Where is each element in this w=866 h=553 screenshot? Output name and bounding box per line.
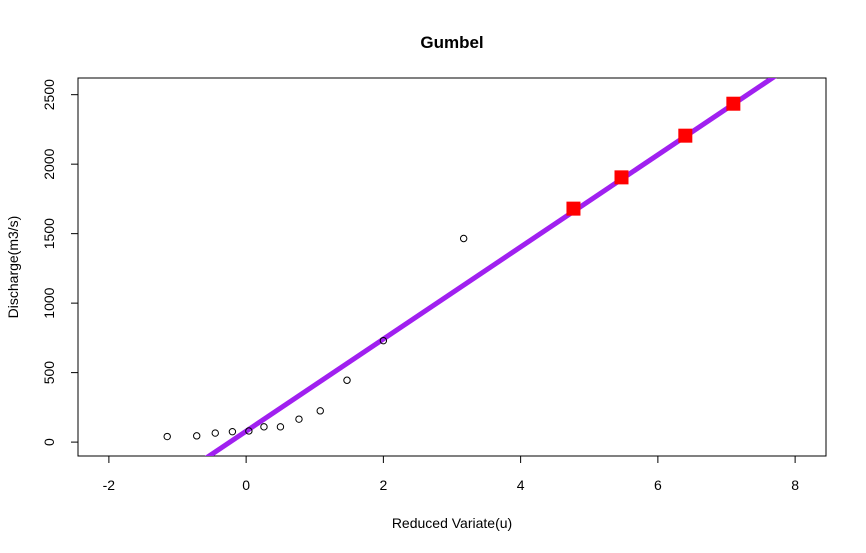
x-axis-label: Reduced Variate(u) [392, 515, 512, 531]
observed-point [163, 432, 171, 441]
observed-point [193, 432, 201, 440]
predicted-point [614, 170, 629, 185]
x-tick-label: 2 [379, 477, 387, 493]
observed-point [459, 234, 468, 243]
predicted-point [678, 128, 693, 143]
observed-point [316, 407, 324, 415]
y-tick-label: 0 [41, 438, 57, 446]
x-tick-label: -2 [103, 477, 116, 493]
y-tick-label: 2000 [41, 148, 57, 179]
fit-line-layer [204, 78, 777, 456]
observed-point [260, 423, 268, 431]
observed-point [211, 429, 219, 437]
predicted-point [566, 201, 581, 216]
y-tick-label: 500 [41, 361, 57, 385]
y-tick-label: 1000 [41, 287, 57, 318]
y-tick-label: 1500 [41, 218, 57, 249]
y-axis: 0 500 1000 1500 2000 2500 [41, 79, 79, 446]
observed-point [379, 336, 388, 345]
observed-point [245, 427, 253, 435]
gumbel-fit-line [204, 78, 777, 456]
observed-points-layer [163, 234, 468, 441]
observed-point [276, 423, 285, 431]
observed-point [343, 376, 351, 384]
predicted-points-layer [566, 96, 741, 216]
plot-frame [77, 77, 827, 457]
y-tick-label: 2500 [41, 79, 57, 110]
observed-point [295, 415, 303, 423]
x-axis: -2 0 2 4 6 8 [103, 455, 799, 493]
x-tick-label: 8 [791, 477, 799, 493]
chart-title: Gumbel [420, 33, 483, 52]
observed-point [228, 427, 237, 436]
x-tick-label: 6 [654, 477, 662, 493]
x-tick-label: 4 [517, 477, 525, 493]
y-axis-label: Discharge(m3/s) [5, 216, 21, 319]
predicted-point [726, 96, 741, 111]
x-tick-label: 0 [242, 477, 250, 493]
